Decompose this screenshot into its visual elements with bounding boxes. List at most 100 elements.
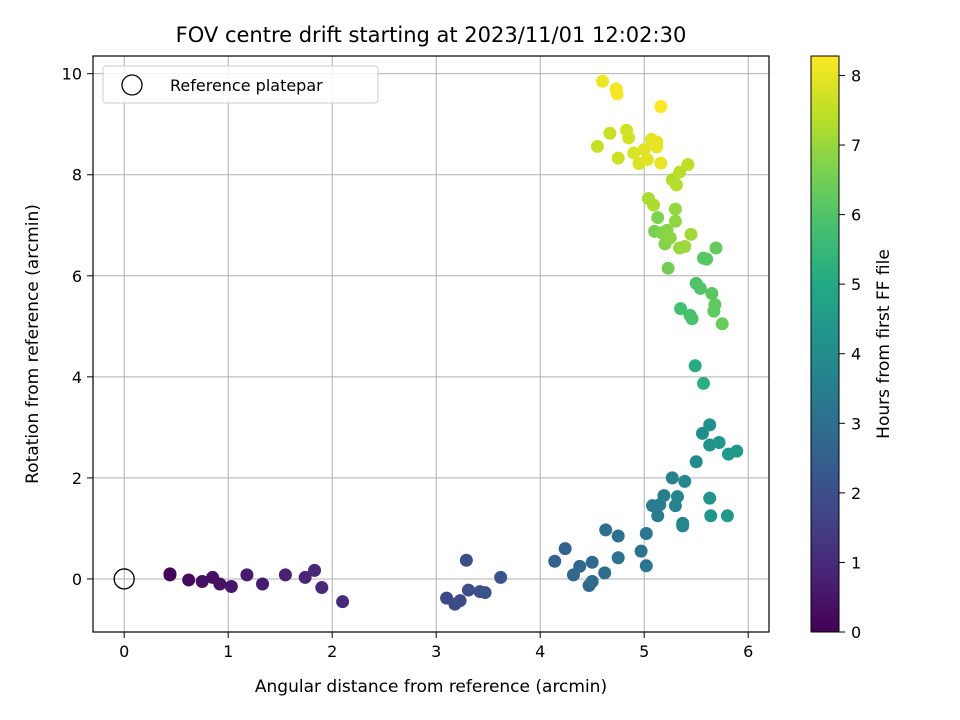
data-point bbox=[676, 519, 690, 533]
x-axis: 0 1 2 3 4 5 6 bbox=[119, 632, 753, 661]
data-point bbox=[478, 586, 492, 600]
data-point bbox=[610, 87, 624, 101]
data-point bbox=[654, 156, 668, 170]
data-point bbox=[585, 555, 599, 569]
data-point bbox=[668, 202, 682, 216]
grid bbox=[93, 56, 769, 632]
data-point bbox=[336, 595, 350, 609]
y-tick-label: 6 bbox=[72, 267, 82, 286]
colorbar-label: Hours from first FF file bbox=[874, 249, 894, 439]
data-point bbox=[674, 302, 688, 316]
x-tick-label: 4 bbox=[535, 642, 545, 661]
data-point bbox=[703, 418, 717, 432]
data-points bbox=[163, 74, 744, 611]
y-tick-label: 10 bbox=[62, 65, 82, 84]
data-point bbox=[688, 359, 702, 373]
y-axis-label: Rotation from reference (arcmin) bbox=[23, 204, 43, 484]
data-point bbox=[163, 568, 177, 582]
x-axis-label: Angular distance from reference (arcmin) bbox=[255, 677, 607, 697]
data-point bbox=[657, 489, 671, 503]
colorbar-gradient bbox=[810, 55, 840, 633]
y-axis: 0 2 4 6 8 10 bbox=[62, 65, 93, 589]
y-tick-label: 2 bbox=[72, 469, 82, 488]
data-point bbox=[308, 563, 322, 577]
x-tick-label: 3 bbox=[431, 642, 441, 661]
data-point bbox=[681, 158, 695, 172]
data-point bbox=[704, 509, 718, 523]
plot-frame bbox=[92, 55, 770, 633]
data-point bbox=[598, 566, 612, 580]
data-point bbox=[712, 436, 726, 450]
colorbar-tick-label: 0 bbox=[851, 623, 861, 642]
data-point bbox=[673, 165, 687, 179]
data-point bbox=[494, 570, 508, 584]
data-point bbox=[634, 544, 648, 558]
data-point bbox=[548, 554, 562, 568]
data-point bbox=[695, 426, 709, 440]
data-point bbox=[596, 74, 610, 88]
data-point bbox=[459, 553, 473, 567]
data-point bbox=[705, 286, 719, 300]
data-point bbox=[611, 551, 625, 565]
reference-platepar-marker bbox=[113, 568, 135, 590]
data-point bbox=[639, 526, 653, 540]
legend-box bbox=[102, 65, 379, 104]
colorbar-tick-label: 3 bbox=[851, 414, 861, 433]
data-point bbox=[715, 317, 729, 331]
data-point bbox=[651, 509, 665, 523]
data-point bbox=[689, 455, 703, 469]
colorbar: 0 1 2 3 4 5 6 7 8 Hours from first FF file bbox=[810, 55, 894, 642]
data-point bbox=[709, 241, 723, 255]
data-point bbox=[678, 474, 692, 488]
data-point bbox=[627, 146, 641, 160]
colorbar-tick-label: 4 bbox=[851, 345, 861, 364]
data-point bbox=[224, 580, 238, 594]
data-point bbox=[573, 559, 587, 573]
chart-title: FOV centre drift starting at 2023/11/01 … bbox=[176, 23, 687, 47]
x-tick-label: 6 bbox=[743, 642, 753, 661]
data-point bbox=[195, 574, 209, 588]
data-point bbox=[240, 568, 254, 582]
data-point bbox=[669, 178, 683, 192]
data-point bbox=[611, 529, 625, 543]
x-tick-label: 5 bbox=[639, 642, 649, 661]
x-tick-label: 1 bbox=[223, 642, 233, 661]
data-point bbox=[670, 490, 684, 504]
colorbar-tick-label: 1 bbox=[851, 553, 861, 572]
reference-marker-group bbox=[113, 568, 135, 590]
legend: Reference platepar bbox=[102, 65, 379, 104]
data-point bbox=[585, 574, 599, 588]
legend-entry-reference: Reference platepar bbox=[170, 76, 323, 95]
data-point bbox=[182, 573, 196, 587]
data-point bbox=[684, 227, 698, 241]
data-point bbox=[640, 153, 654, 167]
data-point bbox=[558, 542, 572, 556]
colorbar-tick-label: 2 bbox=[851, 484, 861, 503]
data-point bbox=[256, 577, 270, 591]
data-point bbox=[278, 568, 292, 582]
legend-marker-icon bbox=[121, 74, 143, 96]
colorbar-tick-label: 8 bbox=[851, 66, 861, 85]
data-point bbox=[453, 594, 467, 608]
colorbar-tick-label: 6 bbox=[851, 206, 861, 225]
x-tick-label: 2 bbox=[327, 642, 337, 661]
data-point bbox=[590, 139, 604, 153]
colorbar-ticks: 0 1 2 3 4 5 6 7 8 bbox=[839, 66, 861, 642]
data-point bbox=[650, 135, 664, 149]
data-point bbox=[700, 252, 714, 266]
data-point bbox=[213, 577, 227, 591]
data-point bbox=[668, 214, 682, 228]
data-point bbox=[651, 211, 665, 225]
data-point bbox=[654, 100, 668, 114]
data-point bbox=[603, 126, 617, 140]
data-point bbox=[730, 444, 744, 458]
data-point bbox=[599, 523, 613, 537]
colorbar-tick-label: 5 bbox=[851, 275, 861, 294]
colorbar-tick-label: 7 bbox=[851, 136, 861, 155]
y-tick-label: 8 bbox=[72, 166, 82, 185]
x-tick-label: 0 bbox=[119, 642, 129, 661]
data-point bbox=[611, 151, 625, 165]
y-tick-label: 0 bbox=[72, 570, 82, 589]
data-point bbox=[661, 261, 675, 275]
